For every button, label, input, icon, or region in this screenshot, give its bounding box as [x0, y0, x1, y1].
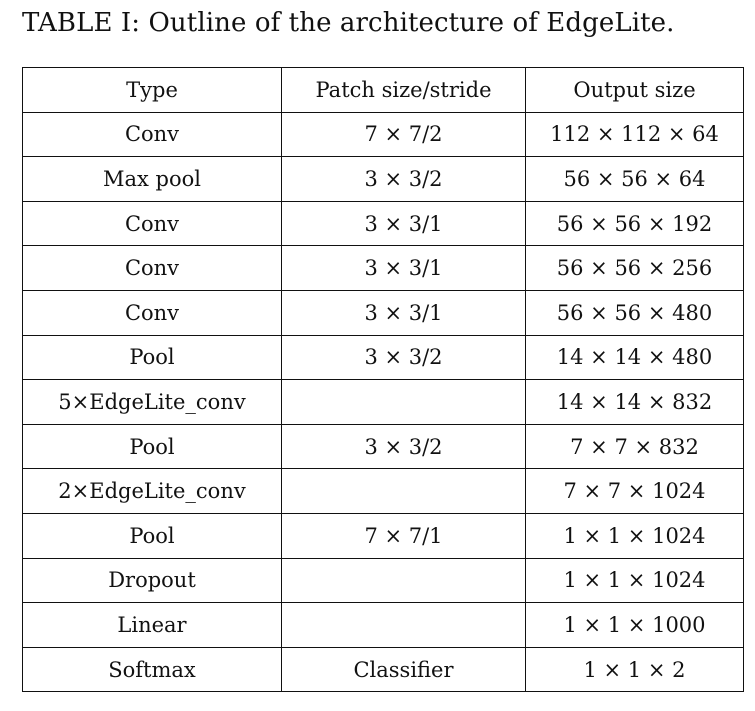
- table-row: Conv 3 × 3/1 56 × 56 × 256: [22, 245, 744, 291]
- cell-type: Max pool: [22, 156, 282, 202]
- cell-patch-size-stride: 3 × 3/2: [281, 423, 526, 470]
- cell-type: Conv: [22, 111, 282, 158]
- cell-output-size: 1 × 1 × 1000: [525, 602, 744, 648]
- cell-patch-size-stride: Classifier: [281, 646, 526, 693]
- cell-patch-size-stride: 3 × 3/2: [281, 156, 526, 202]
- table-row: Dropout 1 × 1 × 1024: [22, 557, 744, 604]
- cell-patch-size-stride: [281, 379, 526, 425]
- table-row: Conv 7 × 7/2 112 × 112 × 64: [22, 111, 744, 158]
- cell-output-size: 1 × 1 × 1024: [525, 557, 744, 604]
- cell-output-size: 7 × 7 × 832: [525, 423, 744, 470]
- cell-type: Pool: [22, 423, 282, 470]
- cell-patch-size-stride: 3 × 3/1: [281, 200, 526, 247]
- cell-output-size: 112 × 112 × 64: [525, 111, 744, 158]
- cell-type: Softmax: [22, 646, 282, 693]
- cell-patch-size-stride: [281, 557, 526, 604]
- table-caption: TABLE I: Outline of the architecture of …: [22, 8, 675, 38]
- cell-type: Linear: [22, 602, 282, 648]
- table-row: Conv 3 × 3/1 56 × 56 × 192: [22, 200, 744, 247]
- table-row: 5×EdgeLite_conv 14 × 14 × 832: [22, 379, 744, 425]
- architecture-table: Type Patch size/stride Output size Conv …: [22, 67, 744, 693]
- cell-type: Conv: [22, 245, 282, 291]
- cell-output-size: 1 × 1 × 1024: [525, 512, 744, 559]
- cell-output-size: 14 × 14 × 480: [525, 334, 744, 381]
- cell-patch-size-stride: 3 × 3/2: [281, 334, 526, 381]
- cell-patch-size-stride: [281, 468, 526, 514]
- table-row: 2×EdgeLite_conv 7 × 7 × 1024: [22, 468, 744, 514]
- cell-output-size: 56 × 56 × 480: [525, 289, 744, 336]
- cell-output-size: 56 × 56 × 256: [525, 245, 744, 291]
- cell-patch-size-stride: 3 × 3/1: [281, 289, 526, 336]
- header-type: Type: [22, 67, 282, 113]
- cell-type: Pool: [22, 512, 282, 559]
- table-row: Pool 3 × 3/2 7 × 7 × 832: [22, 423, 744, 470]
- cell-type: Dropout: [22, 557, 282, 604]
- cell-output-size: 7 × 7 × 1024: [525, 468, 744, 514]
- header-patch-size-stride: Patch size/stride: [281, 67, 526, 113]
- cell-patch-size-stride: 3 × 3/1: [281, 245, 526, 291]
- table-header-row: Type Patch size/stride Output size: [22, 67, 744, 113]
- cell-type: Conv: [22, 289, 282, 336]
- cell-output-size: 14 × 14 × 832: [525, 379, 744, 425]
- cell-patch-size-stride: 7 × 7/2: [281, 111, 526, 158]
- cell-output-size: 1 × 1 × 2: [525, 646, 744, 693]
- cell-patch-size-stride: 7 × 7/1: [281, 512, 526, 559]
- cell-type: Pool: [22, 334, 282, 381]
- header-output-size: Output size: [525, 67, 744, 113]
- table-row: Pool 7 × 7/1 1 × 1 × 1024: [22, 512, 744, 559]
- cell-patch-size-stride: [281, 602, 526, 648]
- cell-type: 5×EdgeLite_conv: [22, 379, 282, 425]
- table-row: Conv 3 × 3/1 56 × 56 × 480: [22, 289, 744, 336]
- table-row: Max pool 3 × 3/2 56 × 56 × 64: [22, 156, 744, 202]
- cell-type: 2×EdgeLite_conv: [22, 468, 282, 514]
- cell-type: Conv: [22, 200, 282, 247]
- cell-output-size: 56 × 56 × 192: [525, 200, 744, 247]
- table-row: Pool 3 × 3/2 14 × 14 × 480: [22, 334, 744, 381]
- table-row: Linear 1 × 1 × 1000: [22, 602, 744, 648]
- cell-output-size: 56 × 56 × 64: [525, 156, 744, 202]
- table-row: Softmax Classifier 1 × 1 × 2: [22, 646, 744, 693]
